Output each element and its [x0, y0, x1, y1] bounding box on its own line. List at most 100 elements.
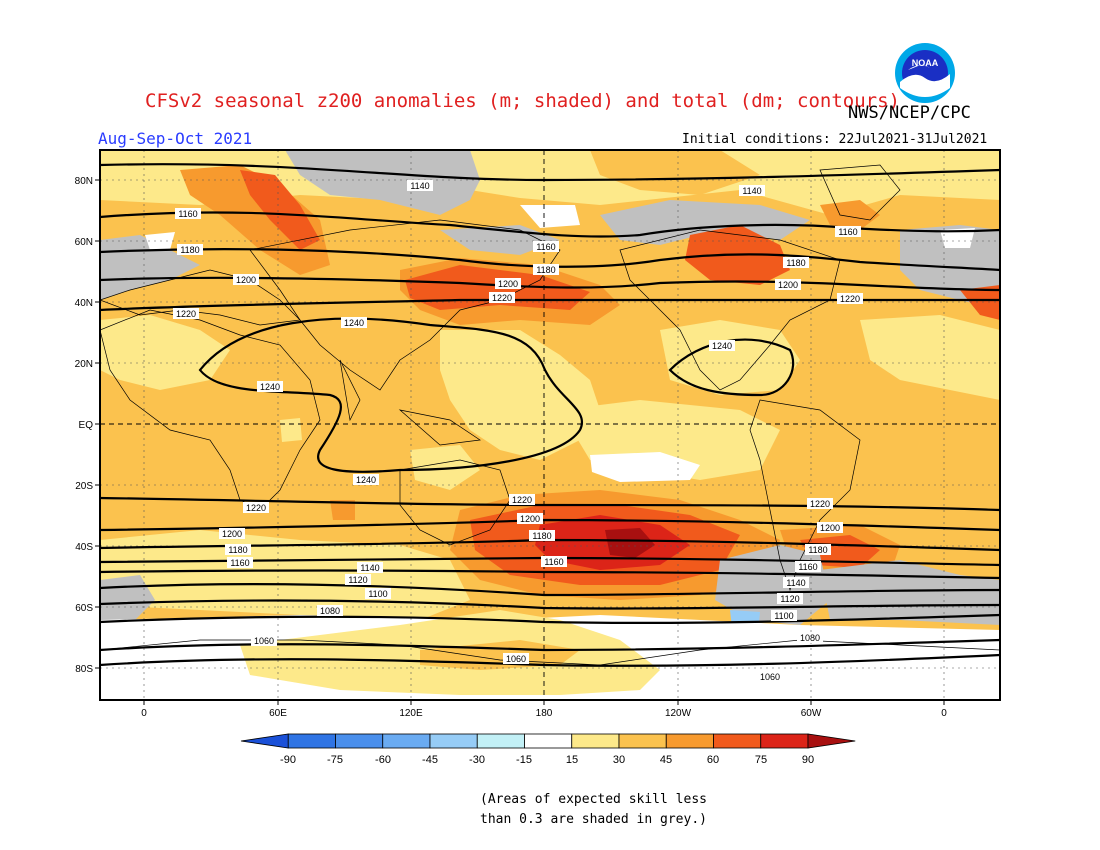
contour-label: 1160	[175, 208, 201, 219]
contour-label-text: 1060	[254, 636, 274, 646]
contour-label: 1080	[797, 632, 823, 643]
lat-label: 20N	[75, 359, 93, 370]
colorbar	[240, 733, 856, 749]
coastlines	[100, 164, 1000, 666]
contour-label: 1200	[233, 274, 259, 285]
lon-ticks	[143, 700, 945, 705]
contour-label: 1220	[509, 494, 535, 505]
contour-label: 1060	[503, 653, 529, 664]
contour-label: 1060	[757, 671, 783, 682]
contour-label-text: 1180	[228, 545, 247, 555]
colorbar-bin	[760, 733, 809, 749]
contour-label: 1200	[817, 522, 843, 533]
colorbar-label: -90	[280, 754, 296, 766]
contour-label-text: 1140	[410, 181, 429, 191]
contour-label: 1100	[365, 588, 391, 599]
lat-labels: 80N 60N 40N 20N EQ 20S 40S 60S 80S	[75, 176, 94, 675]
contour-label: 1220	[489, 292, 515, 303]
contour-label-text: 1160	[838, 227, 857, 237]
contour-label: 1160	[835, 226, 861, 237]
contour-label: 1140	[407, 180, 433, 191]
contour-label: 1220	[243, 502, 269, 513]
colorbar-label: -15	[516, 754, 532, 766]
lon-label: 0	[941, 708, 947, 719]
contour-label-text: 1200	[778, 280, 798, 290]
contour-label-text: 1100	[368, 589, 387, 599]
contour-label-text: 1220	[492, 293, 512, 303]
lon-label: 120E	[399, 708, 423, 719]
colorbar-label: 15	[566, 754, 578, 766]
colorbar-bin	[335, 733, 384, 749]
contour-label: 1160	[795, 561, 821, 572]
lon-labels: 0 60E 120E 180 120W 60W 0	[141, 708, 947, 719]
contour-label-text: 1140	[360, 563, 379, 573]
contour-label: 1140	[783, 577, 809, 588]
colorbar-bin	[713, 733, 762, 749]
lat-label: EQ	[79, 420, 94, 431]
contour-label-text: 1180	[532, 531, 551, 541]
map-frame	[99, 149, 1001, 701]
lat-label: 20S	[75, 481, 93, 492]
colorbar-bin	[382, 733, 431, 749]
lat-label: 60N	[75, 237, 93, 248]
agency-label: NWS/NCEP/CPC	[848, 103, 971, 123]
lon-label: 180	[536, 708, 553, 719]
svg-text:NOAA: NOAA	[912, 58, 939, 68]
colorbar-label: 75	[755, 754, 767, 766]
colorbar-bin	[476, 733, 525, 749]
colorbar-bin	[618, 733, 667, 749]
contour-label-text: 1140	[786, 578, 805, 588]
contour-label: 1220	[837, 293, 863, 304]
lat-label: 60S	[75, 603, 93, 614]
contour-label: 1240	[709, 340, 735, 351]
lat-ticks	[95, 179, 100, 669]
contour-label-text: 1160	[544, 557, 563, 567]
contour-label: 1160	[227, 557, 253, 568]
contour-label-text: 1220	[840, 294, 860, 304]
contour-label: 1180	[225, 544, 251, 555]
contour-label: 1180	[783, 257, 809, 268]
contour-label-text: 1060	[506, 654, 526, 664]
colorbar-label: -60	[375, 754, 391, 766]
contour-label: 1160	[541, 556, 567, 567]
contour-label: 1140	[357, 562, 383, 573]
colorbar-label: 90	[802, 754, 814, 766]
contour-label-text: 1220	[512, 495, 532, 505]
contour-label-text: 1200	[236, 275, 256, 285]
lon-label: 60W	[801, 708, 822, 719]
initial-conditions: Initial conditions: 22Jul2021-31Jul2021	[682, 132, 988, 147]
contour-label-text: 1200	[520, 514, 540, 524]
skill-note-line1: (Areas of expected skill less	[480, 792, 707, 807]
colorbar-label: 45	[660, 754, 672, 766]
contour-label-text: 1140	[742, 186, 761, 196]
noaa-logo-icon: NOAA	[895, 43, 955, 103]
contour-label-text: 1080	[320, 606, 340, 616]
contour-label: 1220	[807, 498, 833, 509]
contour-label: 1120	[777, 593, 803, 604]
map-title: CFSv2 seasonal z200 anomalies (m; shaded…	[145, 90, 900, 112]
colorbar-label: -30	[469, 754, 485, 766]
contour-label: 1200	[495, 278, 521, 289]
contour-label-text: 1240	[356, 475, 376, 485]
lat-label: 80N	[75, 176, 93, 187]
contour-label-text: 1120	[780, 594, 799, 604]
contour-label: 1180	[529, 530, 555, 541]
contour-label: 1160	[533, 241, 559, 252]
contour-label-text: 1080	[800, 633, 820, 643]
contour-label-text: 1240	[260, 382, 280, 392]
contour-label: 1120	[345, 574, 371, 585]
contour-label-text: 1160	[230, 558, 249, 568]
contour-label: 1080	[317, 605, 343, 616]
contour-label-text: 1220	[176, 309, 196, 319]
contour-label-text: 1160	[798, 562, 817, 572]
contour-label-text: 1220	[246, 503, 266, 513]
lon-label: 60E	[269, 708, 287, 719]
colorbar-arrow-right	[807, 733, 856, 749]
contour-label: 1180	[533, 264, 559, 275]
contour-label-text: 1160	[178, 209, 197, 219]
contour-label: 1240	[341, 317, 367, 328]
contour-label: 1240	[257, 381, 283, 392]
lon-label: 120W	[665, 708, 692, 719]
contour-label: 1180	[177, 244, 203, 255]
